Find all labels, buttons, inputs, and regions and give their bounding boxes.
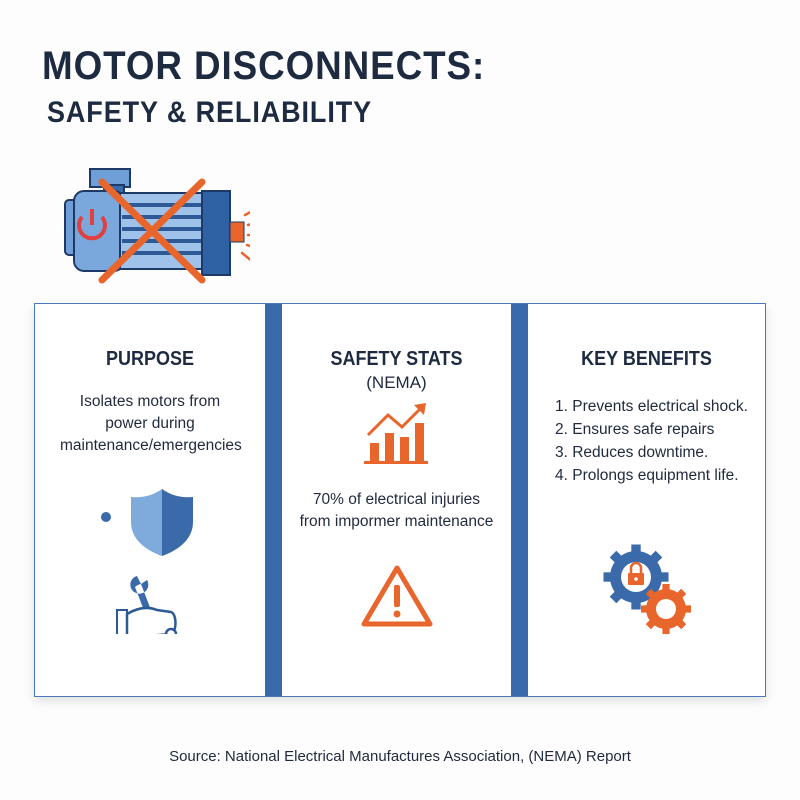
- source-note: Source: National Electrical Manufactures…: [169, 748, 631, 765]
- title-line-2: SAFETY & RELIABILITY: [47, 96, 373, 129]
- bar-chart-trend-icon: [363, 403, 428, 464]
- list-item: 1. Prevents electrical shock.: [555, 398, 748, 415]
- stats-column: SAFETY STATS (NEMA) 70% of electrical in…: [282, 304, 511, 696]
- motor-crossed-out-icon: [64, 168, 250, 284]
- column-divider: [511, 304, 528, 696]
- stats-subheading: (NEMA): [366, 373, 427, 392]
- stats-text: 70% of electrical injuries from impormer…: [299, 491, 494, 530]
- column-divider: [265, 304, 282, 696]
- purpose-heading: PURPOSE: [105, 348, 195, 370]
- stats-heading: SAFETY STATS: [330, 348, 463, 370]
- title-line-1: MOTOR DISCONNECTS:: [42, 44, 486, 88]
- benefits-heading: KEY BENEFITS: [581, 348, 712, 370]
- shield-icon: [101, 489, 193, 634]
- list-item: 4. Prolongs equipment life.: [555, 467, 739, 484]
- warning-triangle-icon: [361, 565, 432, 627]
- benefits-list: 1. Prevents electrical shock. 2. Ensures…: [555, 395, 765, 487]
- gears-lock-icon: [603, 544, 691, 634]
- purpose-column: PURPOSE Isolates motors from power durin…: [35, 304, 265, 696]
- list-item: 2. Ensures safe repairs: [555, 421, 715, 438]
- benefits-column: KEY BENEFITS 1. Prevents electrical shoc…: [528, 304, 765, 696]
- purpose-text: Isolates motors from power during mainte…: [60, 393, 242, 454]
- list-item: 3. Reduces downtime.: [555, 444, 709, 461]
- info-panel: PURPOSE Isolates motors from power durin…: [34, 303, 766, 697]
